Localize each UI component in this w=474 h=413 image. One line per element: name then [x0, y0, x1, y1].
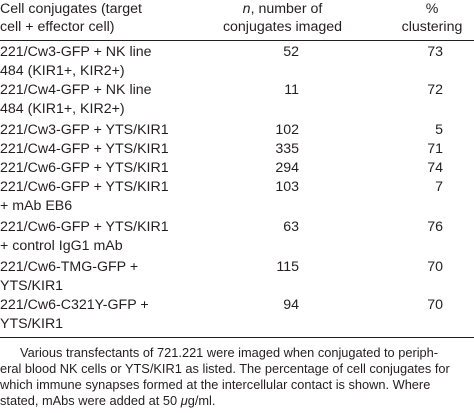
row-7-label-line2: + control IgG1 mAb [0, 238, 123, 254]
header-col2-line1: n, number of [180, 1, 385, 18]
row-6-label-line1: 221/Cw6-GFP + YTS/KIR1 [0, 179, 169, 195]
footnote-line-2: eral blood NK cells or YTS/KIR1 as liste… [0, 361, 450, 376]
footnote-line-4: stated, mAbs were added at 50 μg/ml. [0, 393, 215, 409]
row-6-pct: 7 [435, 179, 443, 195]
footnote-line-1: Various transfectants of 721.221 were im… [20, 345, 439, 360]
row-3-label: 221/Cw3-GFP + YTS/KIR1 [0, 122, 169, 138]
header-col3-line1: % [425, 1, 439, 17]
row-4-n: 335 [275, 141, 299, 157]
footnote-line-4-before: stated, mAbs were added at 50 [0, 393, 181, 408]
header-col1-line2: cell + effector cell) [0, 19, 115, 35]
row-7-n: 63 [283, 219, 299, 235]
row-4-label: 221/Cw4-GFP + YTS/KIR1 [0, 141, 169, 157]
row-8-pct: 70 [427, 259, 443, 275]
row-5-pct: 74 [427, 160, 443, 176]
row-9-label-line1: 221/Cw6-C321Y-GFP + [0, 297, 149, 313]
row-4-pct: 71 [427, 141, 443, 157]
row-3-pct: 5 [435, 122, 443, 138]
bottom-rule [0, 337, 474, 338]
row-9-pct: 70 [427, 297, 443, 313]
row-9-label-line2: YTS/KIR1 [0, 316, 64, 332]
row-5-n: 294 [275, 160, 299, 176]
row-8-label-line1: 221/Cw6-TMG-GFP + [0, 259, 139, 275]
row-2-label-line1: 221/Cw4-GFP + NK line [0, 82, 152, 98]
row-2-pct: 72 [427, 82, 443, 98]
row-7-label-line1: 221/Cw6-GFP + YTS/KIR1 [0, 219, 169, 235]
header-rule [0, 40, 474, 41]
row-6-label-line2: + mAb EB6 [0, 198, 73, 214]
row-1-label-line2: 484 (KIR1+, KIR2+) [0, 63, 125, 79]
row-1-n: 52 [283, 44, 299, 60]
footnote-mu-symbol: μ [180, 393, 188, 408]
footnote-line-3: which immune synapses formed at the inte… [0, 377, 431, 392]
row-8-n: 115 [276, 259, 299, 275]
row-2-label-line2: 484 (KIR1+, KIR2+) [0, 101, 125, 117]
row-2-n: 11 [284, 82, 299, 98]
header-col1-line1: Cell conjugates (target [0, 1, 142, 17]
row-3-n: 102 [275, 122, 299, 138]
row-9-n: 94 [283, 297, 299, 313]
row-5-label: 221/Cw6-GFP + YTS/KIR1 [0, 160, 169, 176]
row-1-label-line1: 221/Cw3-GFP + NK line [0, 44, 152, 60]
header-col3-line2: clustering [401, 19, 463, 35]
row-1-pct: 73 [427, 44, 443, 60]
header-col2-line2: conjugates imaged [222, 19, 343, 35]
row-8-label-line2: YTS/KIR1 [0, 278, 64, 294]
row-6-n: 103 [275, 179, 299, 195]
footnote-line-4-after: g/ml. [187, 393, 216, 408]
row-7-pct: 76 [427, 219, 443, 235]
header-col2-line1-text: , number of [250, 1, 323, 17]
header-n-symbol: n [242, 1, 251, 17]
